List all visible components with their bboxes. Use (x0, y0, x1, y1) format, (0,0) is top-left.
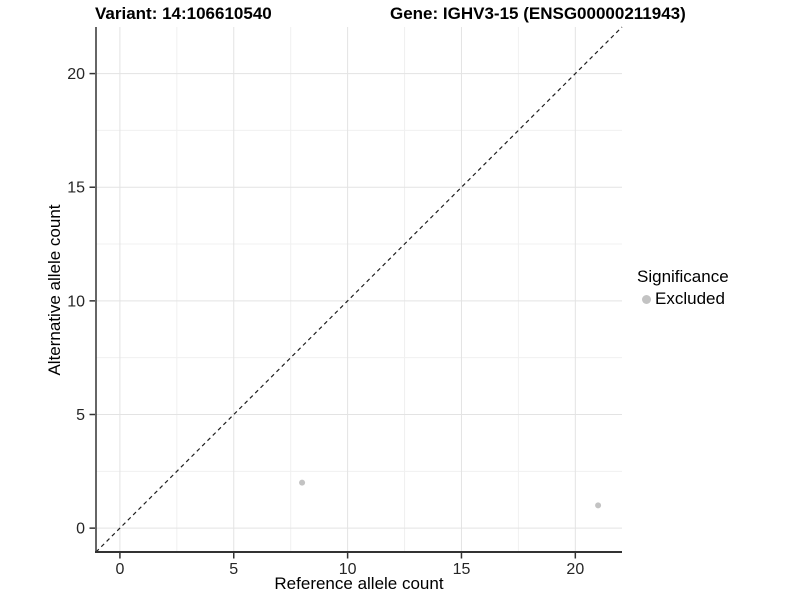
gene-title: Gene: IGHV3-15 (ENSG00000211943) (390, 4, 686, 23)
x-tick-label: 0 (115, 561, 124, 578)
excluded-point-icon (642, 294, 651, 304)
y-tick-label: 15 (67, 180, 85, 197)
y-tick-label: 0 (76, 521, 85, 538)
y-tick-label: 20 (67, 66, 85, 83)
y-tick-label: 10 (67, 293, 85, 310)
data-point (595, 502, 602, 509)
x-tick-label: 5 (229, 561, 238, 578)
identity-line (95, 26, 623, 553)
x-tick-label: 10 (339, 561, 357, 578)
legend-title: Significance (637, 267, 729, 286)
variant-title: Variant: 14:106610540 (95, 4, 272, 23)
legend: Significance Excluded (637, 266, 729, 309)
x-tick-label: 15 (453, 561, 471, 578)
y-axis-title: Alternative allele count (45, 204, 64, 376)
x-tick-label: 20 (566, 561, 584, 578)
legend-entry-excluded: Excluded (637, 289, 729, 309)
x-axis-title: Reference allele count (274, 574, 444, 593)
y-tick-label: 5 (76, 407, 85, 424)
legend-entry-label: Excluded (655, 289, 725, 308)
data-point (299, 479, 306, 486)
